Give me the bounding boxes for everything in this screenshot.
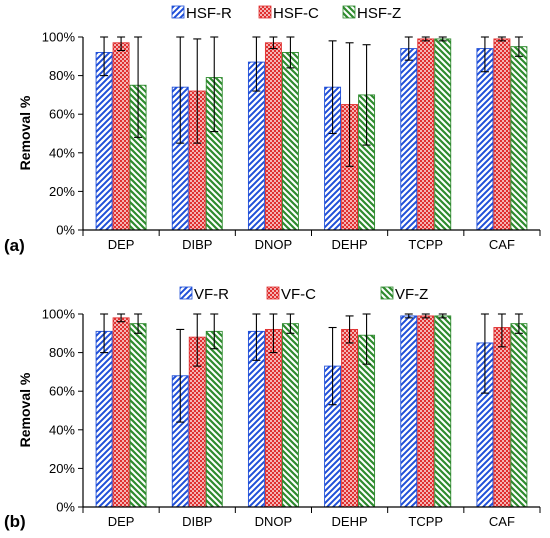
legend-label-hsf-z: HSF-Z [357,5,401,22]
legend-label-vf-c: VF-C [281,286,316,303]
x-tick-label: TCPP [408,237,443,252]
x-tick-label: DEHP [332,237,368,252]
x-tick-label: DIBP [182,514,212,529]
legend-label-hsf-r: HSF-R [186,5,232,22]
bar-vf-r-dep [95,330,113,508]
x-tick-label: TCPP [408,514,443,529]
bar-hsf-z-caf [510,46,528,231]
panel-label-a: (a) [4,236,25,255]
x-tick-label: CAF [489,237,515,252]
y-tick-label: 100% [42,307,76,322]
x-tick-label: CAF [489,514,515,529]
bar-vf-c-dehp [341,328,359,508]
legend-swatch-hsf-c [258,5,272,19]
bar-vf-c-tcpp [417,315,435,508]
y-tick-label: 40% [49,145,75,160]
bar-vf-c-caf [493,327,511,508]
panel-label-b: (b) [4,512,26,531]
x-tick-label: DEHP [332,514,368,529]
plot-area-b: 0% 20% 40% 60% 80% 100% DEP DIBP DNOP DEHP TCPP CAF [42,307,541,529]
bar-hsf-r-caf [476,48,494,231]
y-tick-label: 80% [49,345,75,360]
bar-vf-z-dibp [205,330,223,508]
y-tick-label: 20% [49,184,75,199]
legend-b: VF-R VF-C VF-Z [179,286,428,303]
panel-a: HSF-R HSF-C HSF-Z Removal % (a) 0% 20% 40%… [4,5,541,255]
y-axis-label-b: Removal % [17,372,33,447]
bar-vf-z-tcpp [434,315,452,508]
y-tick-label: 0% [56,223,75,238]
legend-label-vf-z: VF-Z [395,286,428,303]
bar-vf-z-dnop [281,323,299,508]
bar-hsf-c-caf [493,38,511,231]
bar-hsf-z-tcpp [434,38,452,231]
x-tick-label: DIBP [182,237,212,252]
bar-vf-r-tcpp [400,315,418,508]
plot-area-a: 0% 20% 40% 60% 80% 100% DEP DIBP DNOP DEHP TCPP CAF [42,30,541,252]
bar-vf-z-dep [129,323,147,508]
legend-a: HSF-R HSF-C HSF-Z [171,5,401,22]
x-tick-label: DEP [108,237,135,252]
y-tick-label: 60% [49,107,75,122]
bar-hsf-c-tcpp [417,38,435,231]
y-tick-label: 60% [49,384,75,399]
panel-b: VF-R VF-C VF-Z Removal % (b) 0% 20% 40% 60%… [4,286,541,531]
y-tick-label: 100% [42,30,76,45]
x-tick-label: DNOP [255,514,293,529]
y-tick-label: 20% [49,461,75,476]
bar-hsf-c-dep [112,42,130,231]
legend-swatch-vf-z [380,286,394,300]
y-axis-label-a: Removal % [17,95,33,170]
bar-vf-z-caf [510,323,528,508]
x-tick-label: DEP [108,514,135,529]
x-tick-label: DNOP [255,237,293,252]
legend-label-hsf-c: HSF-C [273,5,319,22]
bar-hsf-r-tcpp [400,48,418,231]
y-tick-label: 0% [56,500,75,515]
bar-vf-c-dep [112,317,130,508]
legend-swatch-hsf-z [342,5,356,19]
legend-swatch-hsf-r [171,5,185,19]
legend-label-vf-r: VF-R [194,286,229,303]
y-tick-label: 40% [49,422,75,437]
bar-hsf-r-dep [95,51,113,231]
legend-swatch-vf-c [266,286,280,300]
bar-vf-c-dnop [264,328,282,508]
bar-hsf-c-dnop [264,42,282,231]
bar-hsf-z-dnop [281,51,299,231]
legend-swatch-vf-r [179,286,193,300]
y-tick-label: 80% [49,68,75,83]
